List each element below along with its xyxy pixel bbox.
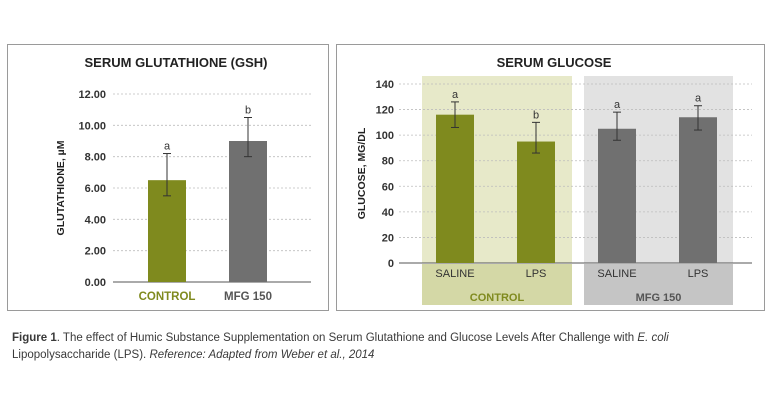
bar — [148, 180, 186, 282]
bar — [436, 114, 474, 263]
group-label: CONTROL — [470, 292, 525, 304]
x-tick-label: CONTROL — [139, 291, 196, 303]
x-tick-label: SALINE — [435, 268, 474, 280]
caption-reference: Reference: Adapted from Weber et al., 20… — [149, 349, 375, 361]
figure-label: Figure 1 — [12, 332, 57, 344]
y-tick-label: 12.00 — [78, 89, 106, 101]
y-tick-label: 2.00 — [85, 246, 106, 258]
x-tick-label: LPS — [688, 268, 709, 280]
y-tick-label: 8.00 — [85, 152, 106, 164]
chart-title: SERUM GLUCOSE — [497, 55, 612, 70]
y-tick-label: 4.00 — [85, 214, 106, 226]
gsh-chart-panel: SERUM GLUTATHIONE (GSH) 0.00 2.00 4.00 6.00 8… — [7, 44, 329, 311]
significance-letter: a — [164, 141, 171, 153]
bar — [517, 141, 555, 263]
significance-letter: a — [614, 99, 621, 111]
group-label-band — [584, 264, 733, 305]
bar — [679, 117, 717, 263]
y-axis-label: GLUTATHIONE, µM — [55, 140, 67, 235]
significance-letter: a — [452, 89, 459, 101]
y-tick-label: 60 — [382, 181, 394, 193]
y-tick-label: 140 — [376, 79, 394, 91]
y-tick-label: 20 — [382, 232, 394, 244]
x-tick-label: MFG 150 — [224, 291, 272, 303]
x-tick-label: SALINE — [597, 268, 636, 280]
y-tick-label: 100 — [376, 130, 394, 142]
caption-text: . The effect of Humic Substance Suppleme… — [56, 332, 638, 344]
glucose-chart-panel: SERUM GLUCOSE CONTROL MFG 150 0 20 40 60 80 100 1… — [336, 44, 765, 311]
y-tick-label: 10.00 — [78, 120, 106, 132]
x-tick-label: LPS — [526, 268, 547, 280]
group-label-band — [422, 264, 572, 305]
figure-caption: Figure 1. The effect of Humic Substance … — [12, 330, 752, 364]
caption-organism: E. coli — [637, 332, 669, 344]
y-tick-label: 6.00 — [85, 183, 106, 195]
significance-letter: b — [533, 109, 539, 121]
significance-letter: a — [695, 93, 702, 105]
chart-title: SERUM GLUTATHIONE (GSH) — [85, 55, 268, 70]
caption-tail: Lipopolysaccharide (LPS). — [12, 349, 150, 361]
bar — [598, 128, 636, 263]
y-tick-label: 120 — [376, 105, 394, 117]
y-axis-label: GLUCOSE, MG/DL — [356, 127, 368, 219]
y-tick-label: 80 — [382, 156, 394, 168]
significance-letter: b — [245, 105, 251, 117]
y-tick-label: 0.00 — [85, 277, 106, 289]
gsh-chart: SERUM GLUTATHIONE (GSH) 0.00 2.00 4.00 6.00 8… — [55, 55, 311, 303]
group-label: MFG 150 — [636, 292, 682, 304]
glucose-chart: SERUM GLUCOSE CONTROL MFG 150 0 20 40 60 80 100 1… — [356, 55, 752, 305]
y-tick-label: 0 — [388, 258, 394, 270]
y-tick-label: 40 — [382, 207, 394, 219]
bar — [229, 141, 267, 282]
